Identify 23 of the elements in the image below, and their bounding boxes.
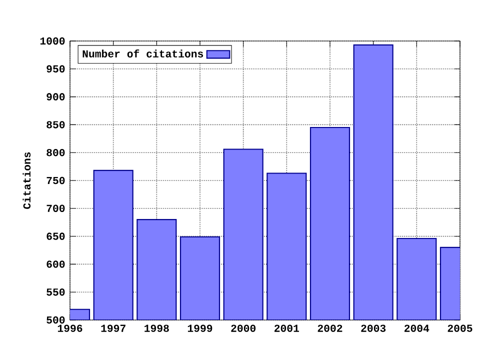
y-tick-label: 850	[46, 121, 65, 128]
x-tick-label: 1999	[188, 324, 212, 332]
legend-label: Number of citations	[82, 49, 204, 58]
y-tick-label: 750	[46, 176, 65, 184]
x-tick-label: 2003	[361, 324, 386, 332]
x-tick-label: 2004	[404, 324, 430, 332]
y-axis-title: Citations	[22, 152, 31, 209]
y-tick-label: 1000	[40, 37, 65, 45]
y-tick-label: 550	[46, 288, 65, 296]
y-tick-label: 650	[46, 232, 65, 240]
y-tick-label: 900	[46, 93, 65, 100]
x-tick-label: 2000	[231, 324, 256, 332]
x-tick-label: 1998	[144, 324, 169, 332]
y-tick-label: 500	[46, 316, 65, 324]
x-tick-label: 1996	[58, 324, 82, 332]
y-tick-label: 950	[46, 65, 65, 73]
x-tick-label: 2005	[448, 324, 472, 332]
x-tick-label: 2001	[274, 324, 299, 332]
x-tick-label: 1997	[101, 324, 126, 332]
y-tick-label: 800	[46, 148, 65, 156]
x-tick-label: 2002	[318, 324, 342, 332]
y-tick-label: 700	[46, 204, 65, 212]
y-tick-label: 600	[46, 260, 65, 268]
